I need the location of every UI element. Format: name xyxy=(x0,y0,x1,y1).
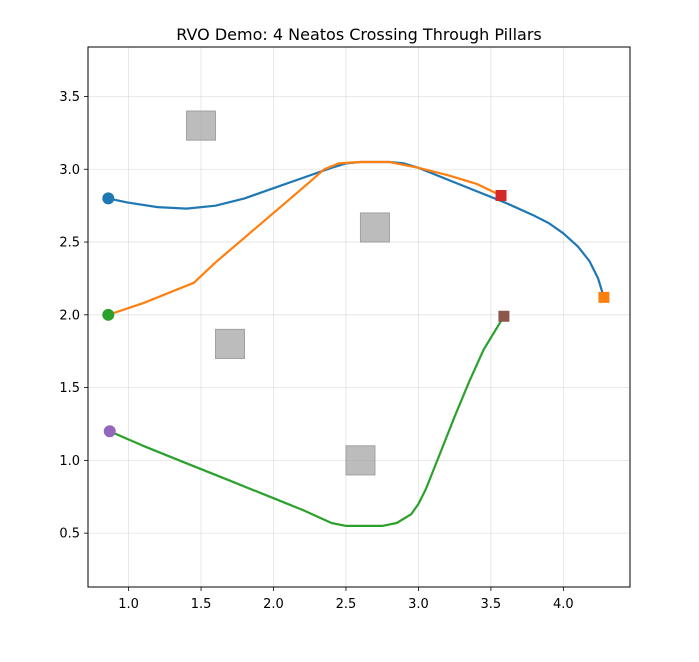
goal-marker xyxy=(495,189,507,201)
y-tick-label: 0.5 xyxy=(59,527,80,542)
markers xyxy=(102,189,610,438)
x-tick-label: 2.0 xyxy=(263,597,284,612)
trajectories xyxy=(107,160,605,527)
goal-marker xyxy=(498,310,510,322)
trajectory-line xyxy=(107,160,503,316)
plot-frame xyxy=(87,46,631,588)
y-tick-label: 1.0 xyxy=(59,454,80,469)
start-marker xyxy=(102,308,115,321)
x-tick-label: 4.0 xyxy=(553,597,574,612)
start-marker xyxy=(102,192,115,205)
y-tick-label: 1.5 xyxy=(59,381,80,396)
grid xyxy=(88,47,630,587)
pillar-obstacle xyxy=(215,328,246,359)
y-tick-label: 2.0 xyxy=(59,308,80,323)
x-tick-label: 3.5 xyxy=(481,597,502,612)
x-tick-label: 3.0 xyxy=(408,597,429,612)
chart-title: RVO Demo: 4 Neatos Crossing Through Pill… xyxy=(176,25,541,44)
pillar-obstacle xyxy=(186,110,217,141)
x-tick-label: 1.0 xyxy=(118,597,139,612)
axis-ticks: 1.0 1.5 2.0 2.5 3.0 3.5 4.0 0.5 1.0 1.5 2.0 2.5 3.0 3… xyxy=(59,90,573,612)
x-tick-label: 2.5 xyxy=(336,597,357,612)
trajectory-line xyxy=(108,315,505,527)
pillars xyxy=(186,110,390,476)
y-tick-label: 2.5 xyxy=(59,236,80,251)
pillar-obstacle xyxy=(345,445,376,476)
goal-marker xyxy=(598,291,610,303)
x-tick-label: 1.5 xyxy=(191,597,212,612)
pillar-obstacle xyxy=(359,212,390,243)
y-tick-label: 3.5 xyxy=(59,90,80,105)
y-tick-label: 3.0 xyxy=(59,163,80,178)
start-marker xyxy=(103,425,116,438)
